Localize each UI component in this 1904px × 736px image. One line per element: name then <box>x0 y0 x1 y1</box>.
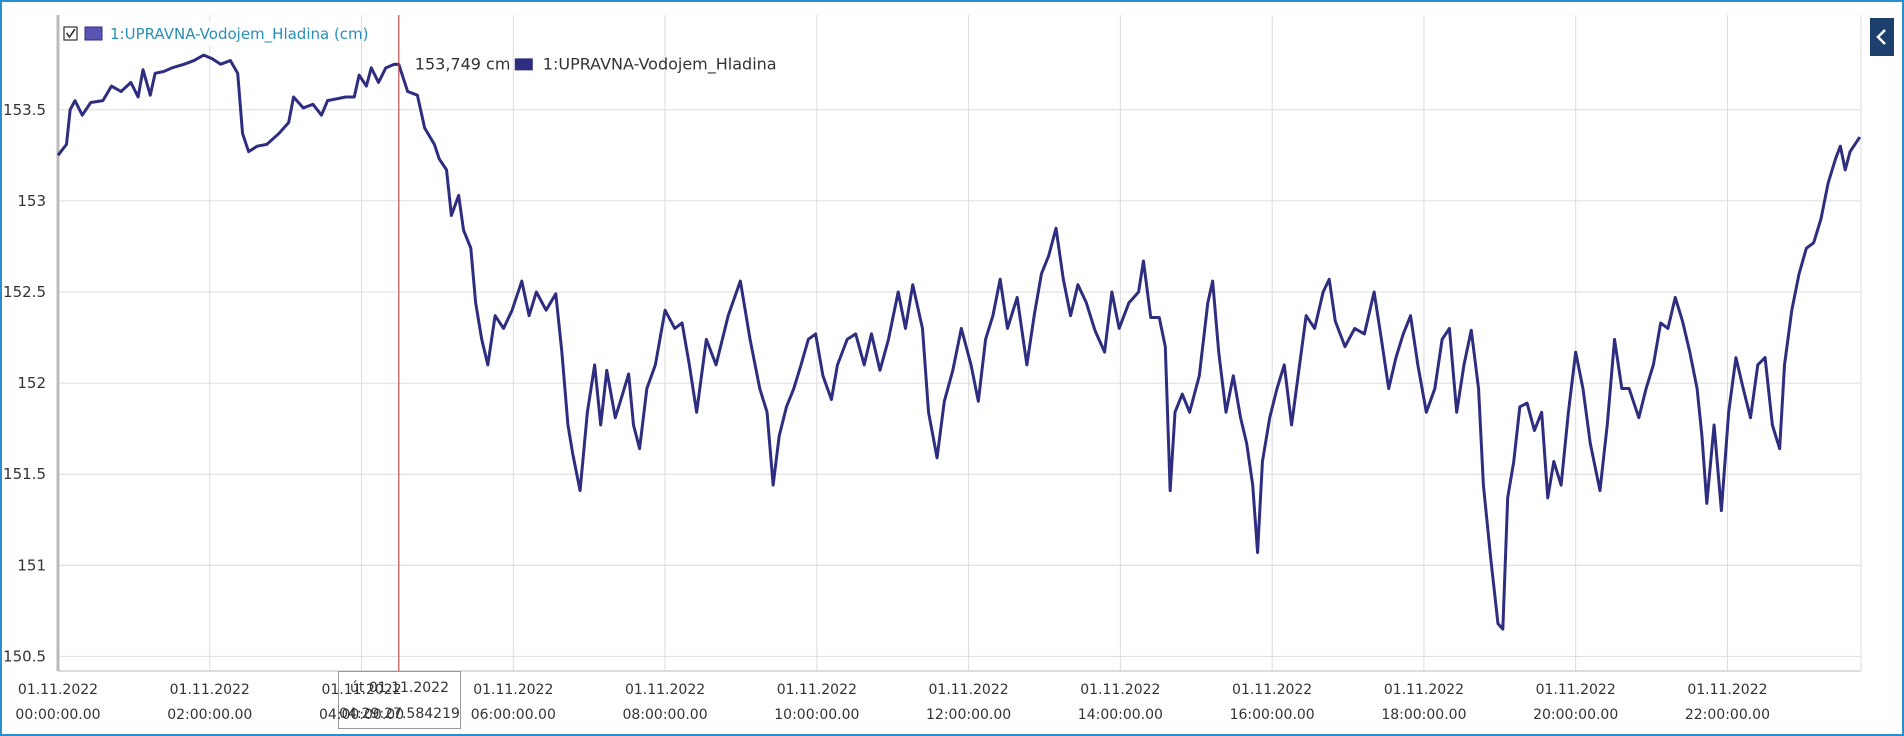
panel-toggle[interactable] <box>1870 18 1894 56</box>
y-tick-label: 151 <box>17 556 46 574</box>
x-tick-label: 01.11.2022 18:00:00.00 <box>1381 682 1467 723</box>
x-tick-label: 01.11.2022 20:00:00.00 <box>1533 682 1619 723</box>
y-tick-label: 150.5 <box>3 647 46 665</box>
tooltip-series-name: 1:UPRAVNA-Vodojem_Hladina <box>543 54 777 74</box>
y-tick-label: 151.5 <box>3 465 46 483</box>
x-tick-label: 01.11.2022 10:00:00.00 <box>774 682 860 723</box>
x-tick-label: 01.11.2022 14:00:00.00 <box>1077 682 1163 723</box>
y-tick-label: 153.5 <box>3 101 46 119</box>
x-tick-label: 01.11.2022 08:00:00.00 <box>622 682 708 723</box>
data-line <box>56 53 1862 631</box>
x-tick-label: 01.11.2022 04:00:00.00 <box>318 682 405 723</box>
y-tick-label: 152 <box>17 374 46 392</box>
x-tick-label: 01.11.2022 22:00:00.00 <box>1684 682 1771 723</box>
legend-bg <box>60 22 350 46</box>
legend-swatch <box>84 26 103 41</box>
tooltip-swatch <box>514 58 533 71</box>
tooltip-value: 153,749 cm <box>415 54 511 73</box>
x-tick-label: 01.11.2022 16:00:00.00 <box>1229 682 1315 723</box>
x-tick-label: 01.11.2022 02:00:00.00 <box>167 682 253 723</box>
tooltip-x-label: út 01.11.2022 04:29:27.584219 <box>338 671 461 729</box>
y-tick-label: 152.5 <box>3 283 46 301</box>
x-tick-label: 01.11.2022 12:00:00.00 <box>926 682 1012 723</box>
x-tick-label: 01.11.2022 06:00:00.00 <box>470 682 556 723</box>
x-tick-label: 01.11.2022 00:00:00.00 <box>15 682 101 723</box>
chevron-icon <box>1876 29 1886 45</box>
y-tick-label: 153 <box>17 192 46 210</box>
legend-label: 1:UPRAVNA-Vodojem_Hladina (cm) <box>110 25 369 44</box>
legend-check <box>65 28 76 39</box>
